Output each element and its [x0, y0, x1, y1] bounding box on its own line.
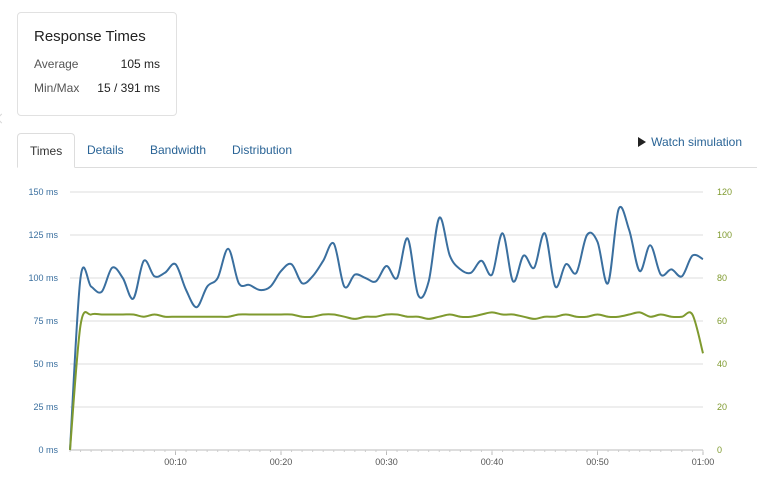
y-left-tick-label: 50 ms — [33, 359, 58, 369]
minmax-value: 15 / 391 ms — [97, 81, 160, 95]
watch-simulation-label: Watch simulation — [651, 135, 742, 149]
average-row: Average 105 ms — [34, 57, 160, 73]
y-right-tick-label: 80 — [717, 273, 727, 283]
x-tick-label: 00:10 — [164, 457, 187, 467]
response-times-title: Response Times — [34, 28, 146, 45]
x-tick-label: 01:00 — [692, 457, 715, 467]
y-left-tick-label: 25 ms — [33, 402, 58, 412]
average-value: 105 ms — [120, 57, 160, 71]
series-line-left-axis — [69, 206, 704, 451]
y-right-tick-label: 60 — [717, 316, 727, 326]
minmax-row: Min/Max 15 / 391 ms — [34, 81, 160, 97]
y-right-tick-label: 40 — [717, 359, 727, 369]
tab-details[interactable]: Details — [87, 143, 124, 157]
y-left-tick-label: 150 ms — [28, 187, 58, 197]
average-label: Average — [34, 57, 79, 71]
series-line-right-axis — [69, 311, 704, 451]
x-tick-label: 00:40 — [481, 457, 504, 467]
watch-simulation-link[interactable]: Watch simulation — [638, 134, 742, 150]
y-left-tick-label: 125 ms — [28, 230, 58, 240]
tab-times[interactable]: Times — [17, 133, 76, 168]
play-icon — [638, 137, 647, 147]
response-times-card: Response Times Average 105 ms Min/Max 15… — [17, 12, 177, 116]
y-right-tick-label: 20 — [717, 402, 727, 412]
y-right-tick-label: 0 — [717, 445, 722, 455]
y-left-tick-label: 75 ms — [33, 316, 58, 326]
chart-tabs: Times Details Bandwidth Distribution — [17, 133, 757, 168]
tab-distribution[interactable]: Distribution — [232, 143, 293, 157]
y-right-tick-label: 120 — [717, 187, 732, 197]
y-right-tick-label: 100 — [717, 230, 732, 240]
x-tick-label: 00:50 — [586, 457, 609, 467]
y-left-tick-label: 0 ms — [38, 445, 58, 455]
x-tick-label: 00:30 — [375, 457, 398, 467]
x-tick-label: 00:20 — [270, 457, 293, 467]
y-left-tick-label: 100 ms — [28, 273, 58, 283]
tab-bandwidth[interactable]: Bandwidth — [150, 143, 207, 157]
minmax-label: Min/Max — [34, 81, 80, 95]
